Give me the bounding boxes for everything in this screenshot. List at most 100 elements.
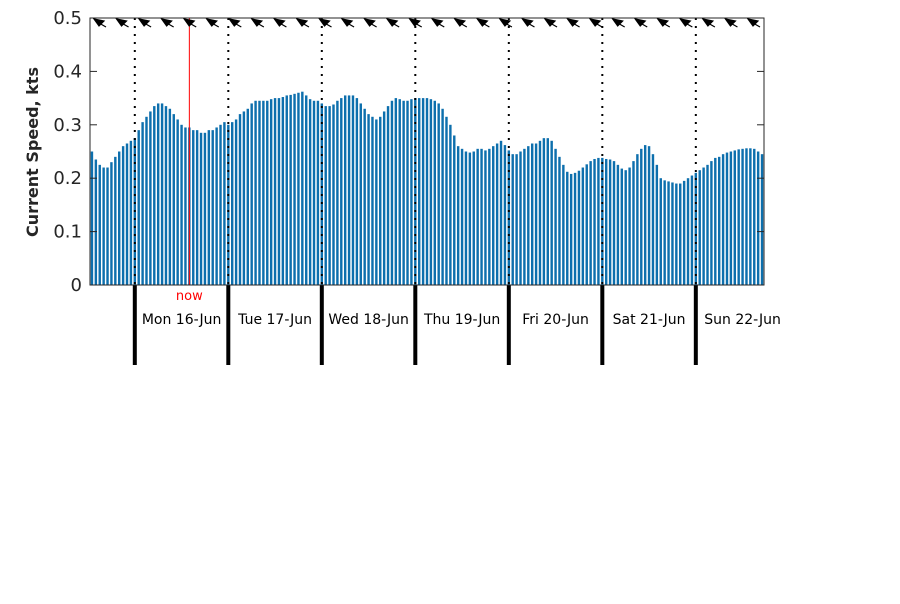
bar <box>227 124 230 285</box>
bar <box>90 151 94 285</box>
bar <box>145 116 148 285</box>
bar <box>605 158 608 285</box>
bar <box>675 183 678 285</box>
bar <box>671 182 674 285</box>
bar <box>312 100 316 286</box>
direction-arrow-icon <box>588 18 603 28</box>
bar <box>398 99 401 285</box>
bar <box>690 175 694 285</box>
bar <box>359 103 362 285</box>
bar <box>234 119 238 286</box>
bar <box>558 156 561 285</box>
bar <box>199 132 203 285</box>
bar <box>137 130 140 285</box>
bar <box>756 151 760 285</box>
bar <box>647 146 651 285</box>
bar <box>262 100 265 286</box>
plot-frame <box>89 17 765 286</box>
bar <box>437 103 440 285</box>
day-label: Thu 19-Jun <box>423 312 500 328</box>
bar <box>102 167 105 285</box>
bar <box>176 119 179 286</box>
bar <box>686 178 690 285</box>
bar <box>546 138 549 285</box>
bar <box>273 98 277 285</box>
bar <box>725 152 729 285</box>
bar <box>258 100 261 286</box>
bar <box>643 145 647 285</box>
bar <box>153 106 156 285</box>
direction-arrow-icon <box>656 18 671 28</box>
bar <box>659 178 662 285</box>
bar <box>612 161 616 285</box>
direction-arrow-icon <box>137 18 152 28</box>
bar <box>507 150 511 285</box>
bar <box>293 93 296 285</box>
bar <box>297 92 300 285</box>
bar <box>308 99 312 285</box>
direction-arrow-icon <box>476 18 490 28</box>
y-tick-label: 0.5 <box>53 8 82 29</box>
bar <box>449 124 452 285</box>
bar <box>710 161 713 285</box>
direction-arrow-icon <box>453 18 468 28</box>
bar <box>597 157 600 285</box>
bar <box>172 114 175 286</box>
day-label: Mon 16-Jun <box>142 312 222 328</box>
bar <box>503 145 507 285</box>
bar <box>523 148 526 285</box>
y-tick-label: 0.4 <box>53 61 82 82</box>
bar <box>679 183 682 285</box>
bar <box>511 154 514 285</box>
bar <box>480 148 483 285</box>
direction-arrow-icon <box>701 18 716 28</box>
bar <box>519 151 522 285</box>
bar <box>180 124 183 285</box>
bar <box>418 98 421 285</box>
bar <box>347 95 351 286</box>
bar <box>663 180 666 285</box>
bar <box>550 140 553 285</box>
bar <box>706 164 709 285</box>
bar <box>121 146 125 285</box>
bar <box>717 156 721 285</box>
bar <box>129 140 133 285</box>
bar <box>149 111 152 285</box>
bar <box>515 154 518 285</box>
bar <box>585 164 588 285</box>
bar <box>406 100 409 286</box>
bar <box>402 100 405 286</box>
bar <box>355 98 359 285</box>
bar <box>246 108 249 285</box>
day-label: Sun 22-Jun <box>704 312 781 328</box>
bar <box>488 148 491 285</box>
bar <box>328 106 331 285</box>
now-label: now <box>176 289 203 304</box>
bar <box>749 148 752 285</box>
direction-arrow-icon <box>227 18 242 28</box>
bar <box>484 150 487 285</box>
direction-arrow-icon <box>678 18 693 28</box>
direction-arrow-icon <box>566 18 580 28</box>
bar <box>589 161 592 285</box>
bar <box>336 100 339 286</box>
direction-arrow-icon <box>160 18 174 28</box>
bar <box>340 98 343 285</box>
day-label: Tue 17-Jun <box>237 312 312 328</box>
bar <box>316 100 320 286</box>
bar <box>620 168 624 285</box>
bar <box>156 103 160 285</box>
bar <box>737 149 740 285</box>
bar <box>281 97 285 285</box>
bar <box>562 164 565 285</box>
direction-arrow-icon <box>182 18 197 28</box>
bar <box>530 143 534 285</box>
bar <box>733 150 736 285</box>
bar <box>386 106 390 285</box>
bar <box>94 159 98 285</box>
bar <box>211 130 214 285</box>
bar <box>379 116 382 285</box>
bar <box>394 98 398 285</box>
direction-arrow-icon <box>498 18 513 28</box>
